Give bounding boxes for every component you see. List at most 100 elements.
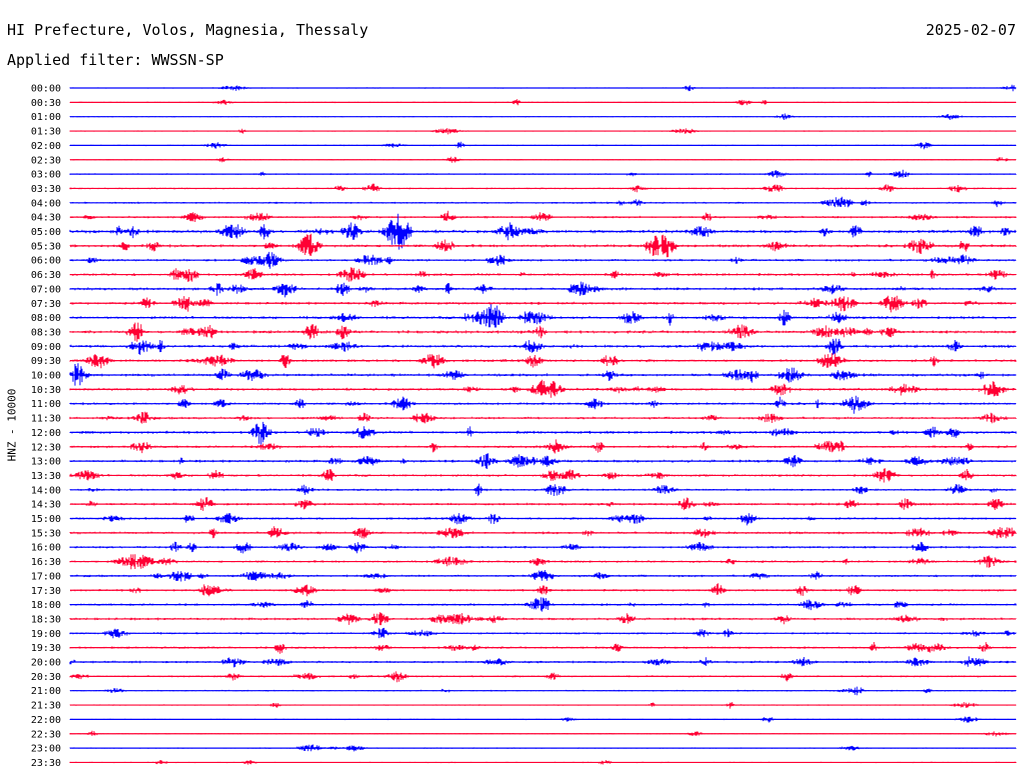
trace-time-label: 16:30 [31,557,61,568]
trace-time-label: 06:30 [31,270,61,281]
seismic-trace [69,554,1017,570]
trace-time-label: 09:00 [31,342,61,353]
seismic-trace [69,353,1017,369]
seismic-trace [69,570,1017,582]
seismic-trace [69,411,1017,424]
seismic-trace [69,363,1017,386]
trace-time-label: 20:30 [31,672,61,683]
trace-time-label: 17:30 [31,586,61,597]
seismic-trace [69,267,1017,282]
trace-time-label: 04:00 [31,198,61,209]
seismic-trace [69,730,1017,737]
seismic-trace [69,295,1017,313]
trace-time-label: 03:00 [31,170,61,181]
seismic-trace [69,183,1017,193]
trace-time-label: 13:30 [31,471,61,482]
seismic-trace [69,686,1017,696]
trace-time-label: 08:00 [31,313,61,324]
seismic-trace [69,526,1017,539]
trace-time-label: 02:00 [31,141,61,152]
trace-time-label: 21:00 [31,686,61,697]
seismic-trace [69,671,1017,683]
seismic-trace [69,439,1017,454]
seismic-trace [69,483,1017,497]
seismic-trace [69,760,1017,765]
trace-time-label: 06:00 [31,256,61,267]
trace-time-label: 20:00 [31,658,61,669]
trace-time-label: 09:30 [31,356,61,367]
trace-time-label: 02:30 [31,155,61,166]
trace-time-label: 17:00 [31,571,61,582]
seismic-trace [69,156,1017,163]
seismic-trace [69,744,1017,752]
seismic-trace [69,128,1017,135]
seismic-trace [69,379,1017,398]
seismic-trace [69,99,1017,106]
trace-time-label: 12:00 [31,428,61,439]
trace-time-label: 10:30 [31,385,61,396]
trace-time-label: 23:00 [31,744,61,755]
trace-time-label: 18:00 [31,600,61,611]
trace-time-label: 18:30 [31,614,61,625]
seismic-trace [69,304,1017,328]
seismic-trace [69,541,1017,554]
seismic-trace [69,642,1017,654]
trace-time-label: 22:00 [31,715,61,726]
trace-time-label: 00:30 [31,98,61,109]
trace-time-label: 15:00 [31,514,61,525]
trace-time-label: 21:30 [31,701,61,712]
seismic-trace [69,421,1017,445]
trace-time-label: 03:30 [31,184,61,195]
trace-time-label: 11:30 [31,414,61,425]
seismic-trace [69,468,1017,483]
record-date: 2025-02-07 [925,21,1016,39]
trace-time-label: 05:00 [31,227,61,238]
trace-time-label: 12:30 [31,442,61,453]
seismic-trace [69,612,1017,626]
seismic-trace [69,281,1017,298]
trace-time-label: 01:00 [31,112,61,123]
seismic-trace [69,233,1017,258]
seismic-trace [69,597,1017,612]
seismic-trace [69,196,1017,208]
trace-time-label: 23:30 [31,758,61,769]
seismic-trace [69,338,1017,355]
trace-time-label: 19:00 [31,629,61,640]
station-title: HI Prefecture, Volos, Magnesia, Thessaly [7,21,369,39]
trace-time-label: 07:30 [31,299,61,310]
trace-time-label: 07:00 [31,284,61,295]
trace-time-label: 05:30 [31,241,61,252]
trace-time-label: 01:30 [31,127,61,138]
seismic-trace [69,395,1017,414]
seismic-trace [69,702,1017,709]
trace-time-label: 15:30 [31,528,61,539]
seismic-trace [69,213,1017,250]
trace-time-label: 11:00 [31,399,61,410]
trace-time-label: 14:30 [31,500,61,511]
filter-label: Applied filter: WWSSN-SP [7,51,224,69]
seismic-trace [69,251,1017,269]
seismic-trace [69,210,1017,222]
seismic-trace [69,716,1017,723]
trace-time-label: 22:30 [31,729,61,740]
seismic-trace [69,169,1017,178]
trace-time-label: 16:00 [31,543,61,554]
trace-time-label: 00:00 [31,84,61,95]
seismic-trace [69,583,1017,597]
seismic-trace [69,656,1017,668]
seismic-trace [69,141,1017,150]
seismic-trace [69,497,1017,511]
seismic-trace [69,453,1017,469]
trace-time-label: 19:30 [31,643,61,654]
trace-time-label: 13:00 [31,457,61,468]
seismic-trace [69,322,1017,342]
trace-time-label: 10:00 [31,371,61,382]
seismic-trace [69,113,1017,120]
seismic-trace [69,84,1017,92]
seismic-trace [69,627,1017,639]
trace-time-label: 14:00 [31,485,61,496]
trace-time-label: 08:30 [31,327,61,338]
seismic-trace [69,513,1017,526]
